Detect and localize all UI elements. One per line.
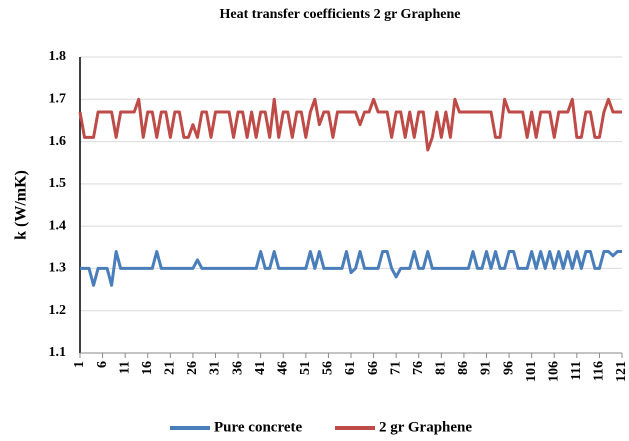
y-tick-label: 1.3 xyxy=(49,261,67,276)
y-tick-label: 1.5 xyxy=(49,176,67,191)
x-tick-label: 106 xyxy=(546,361,561,382)
x-tick-label: 1 xyxy=(72,361,87,368)
x-tick-label: 16 xyxy=(140,361,155,375)
data-line xyxy=(78,97,622,152)
y-tick-label: 1.7 xyxy=(49,92,67,107)
x-tick-label: 26 xyxy=(185,361,200,375)
x-tick-label: 56 xyxy=(321,361,336,375)
x-tick-label: 66 xyxy=(366,361,381,375)
x-tick-label: 36 xyxy=(230,361,245,375)
legend-label: 2 gr Graphene xyxy=(379,419,472,435)
y-axis-label: k (W/mK) xyxy=(13,170,30,240)
x-tick-label: 51 xyxy=(298,361,313,375)
y-tick-label: 1.1 xyxy=(49,345,67,360)
x-tick-label: 21 xyxy=(163,361,178,375)
x-tick-label: 101 xyxy=(524,361,539,382)
x-tick-label: 46 xyxy=(275,361,290,375)
x-tick-label: 11 xyxy=(117,361,132,374)
chart-title: Heat transfer coefficients 2 gr Graphene xyxy=(220,7,461,22)
x-tick-label: 86 xyxy=(456,361,471,375)
x-tick-label: 116 xyxy=(592,361,607,381)
data-line xyxy=(80,250,622,287)
x-tick-label: 61 xyxy=(343,361,358,375)
y-tick-label: 1.2 xyxy=(49,303,67,318)
y-tick-label: 1.8 xyxy=(49,49,67,64)
x-tick-label: 81 xyxy=(434,361,449,375)
x-tick-label: 71 xyxy=(388,361,403,375)
x-tick-label: 41 xyxy=(253,361,268,375)
x-tick-label: 76 xyxy=(411,361,426,375)
x-tick-label: 6 xyxy=(95,361,110,368)
y-tick-label: 1.4 xyxy=(49,218,67,233)
x-tick-label: 31 xyxy=(208,361,223,375)
x-tick-label: 111 xyxy=(569,361,584,380)
legend-label: Pure concrete xyxy=(214,419,302,435)
x-tick-label: 91 xyxy=(479,361,494,375)
x-tick-label: 121 xyxy=(614,361,629,382)
x-tick-label: 96 xyxy=(501,361,516,375)
y-tick-label: 1.6 xyxy=(49,134,67,149)
